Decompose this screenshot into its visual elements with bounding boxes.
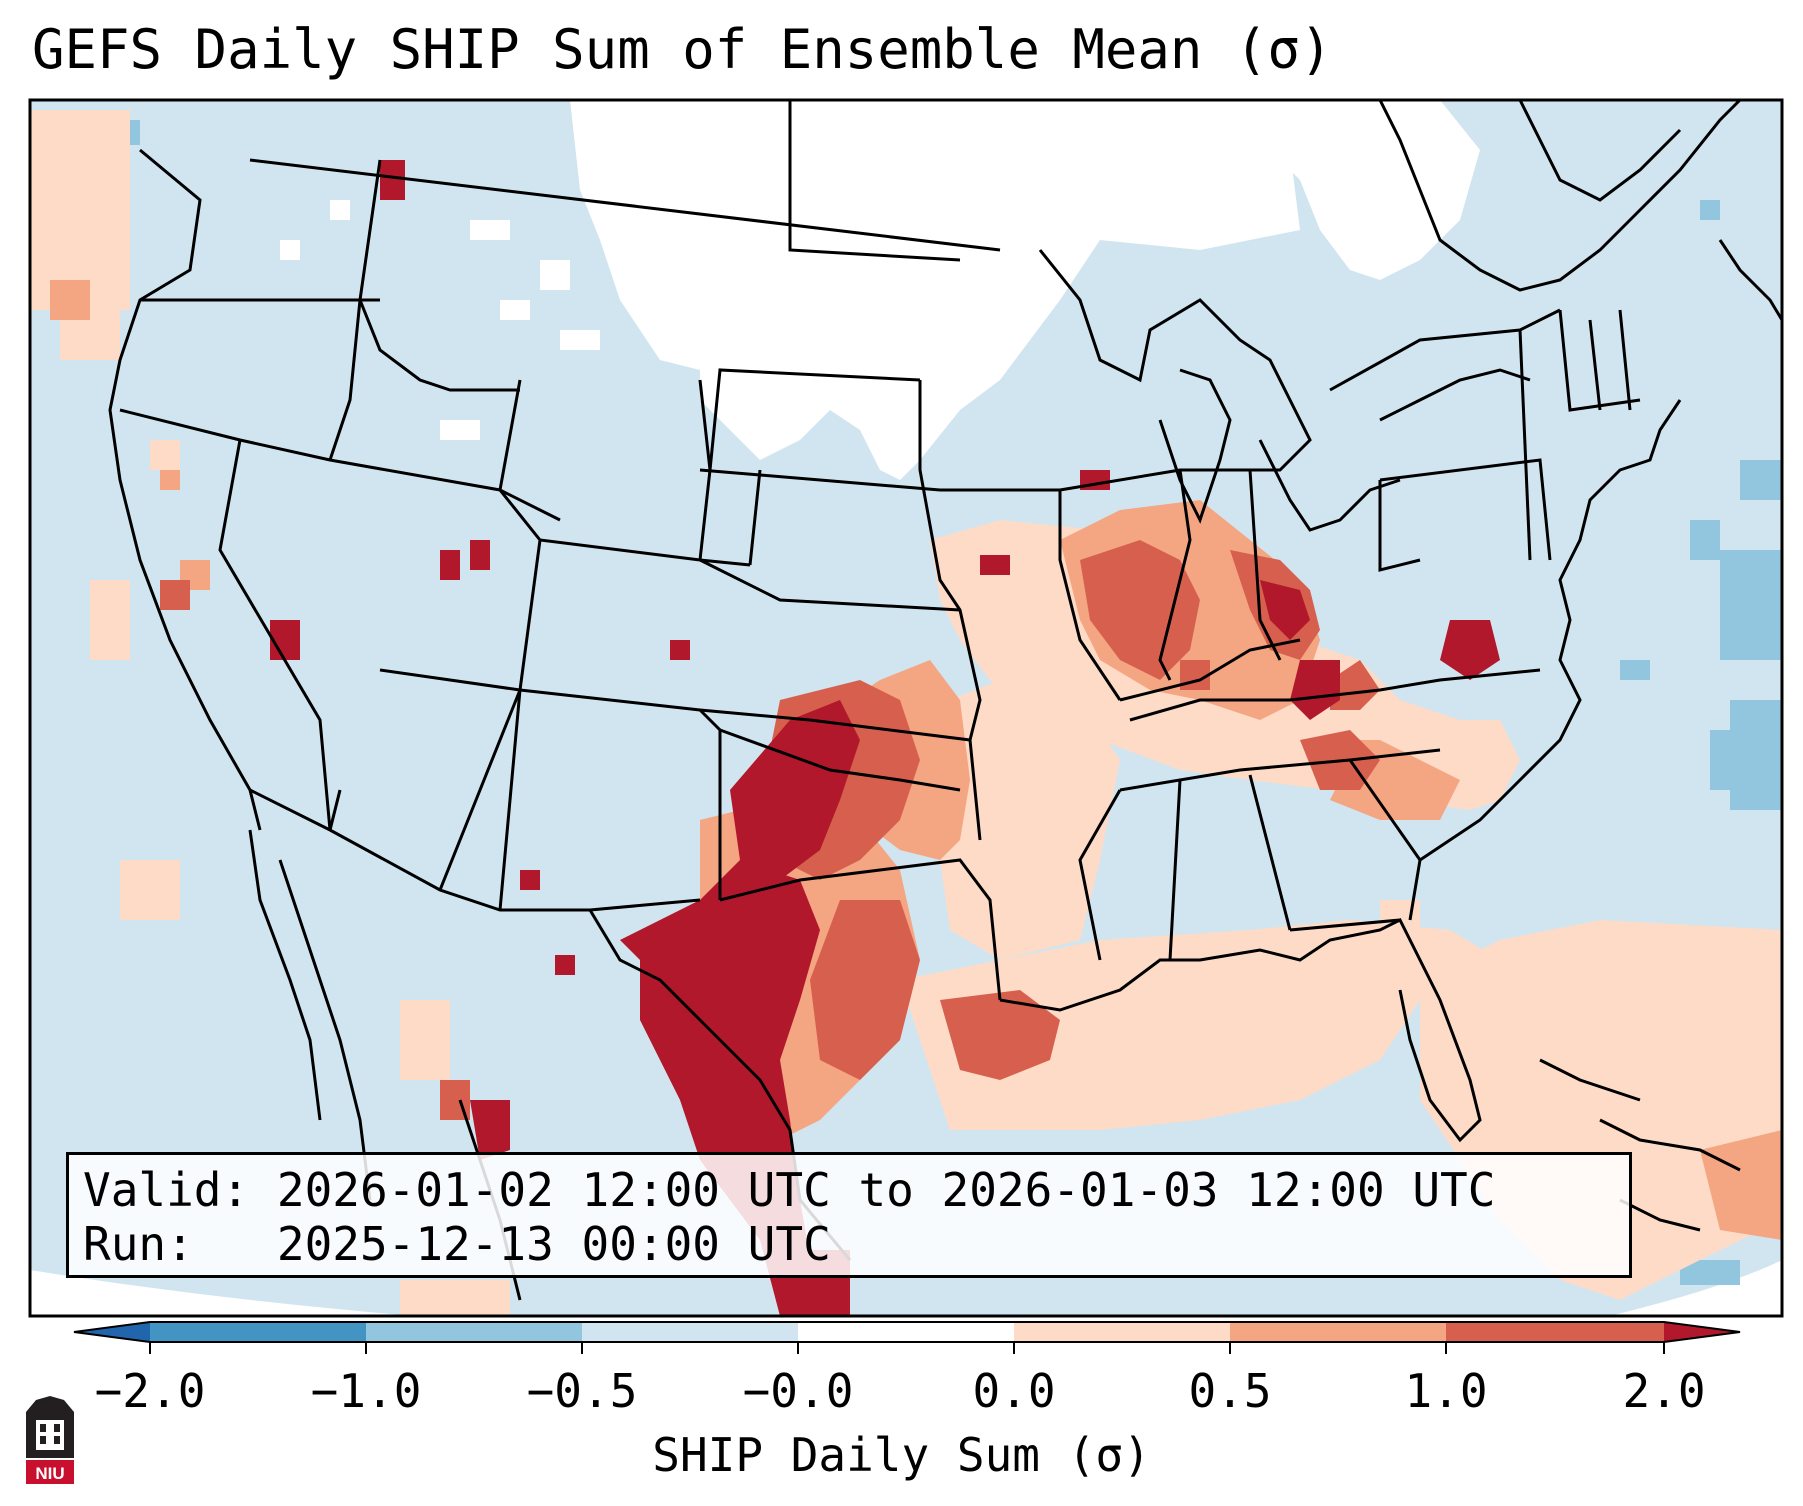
niu-logo-text: NIU — [35, 1464, 64, 1483]
colorbar-label: SHIP Daily Sum (σ) — [652, 1428, 1151, 1482]
colorbar-bin — [1014, 1322, 1230, 1342]
valid-label: Valid: — [83, 1163, 250, 1217]
run-label: Run: — [83, 1217, 194, 1271]
colorbar-tick-label: 0.0 — [972, 1364, 1056, 1418]
colorbar-tick-label: −2.0 — [94, 1364, 206, 1418]
negative-anomaly-patches — [110, 120, 1782, 1285]
run-line: Run: 2025-12-13 00:00 UTC — [83, 1217, 1615, 1271]
state-boundaries — [108, 100, 1641, 1261]
valid-value: 2026-01-02 12:00 UTC to 2026-01-03 12:00… — [276, 1163, 1496, 1217]
map-frame — [28, 98, 1784, 1318]
info-box: Valid: 2026-01-02 12:00 UTC to 2026-01-0… — [66, 1152, 1632, 1278]
colorbar-bin — [1446, 1322, 1664, 1342]
figure-title: GEFS Daily SHIP Sum of Ensemble Mean (σ) — [32, 18, 1333, 81]
colorbar-bin — [798, 1322, 1014, 1342]
near-zero-region — [280, 100, 1480, 480]
colorbar — [73, 1321, 1741, 1354]
colorbar-extend-low — [74, 1322, 150, 1342]
colorbar-bin — [1230, 1322, 1446, 1342]
colorbar-extend-high — [1664, 1322, 1740, 1342]
coastlines — [248, 100, 1782, 1301]
colorbar-tick-label: −0.5 — [526, 1364, 638, 1418]
run-value: 2025-12-13 00:00 UTC — [276, 1217, 831, 1271]
niu-logo-icon: NIU — [26, 1396, 74, 1484]
colorbar-bin — [582, 1322, 798, 1342]
colorbar-bin — [150, 1322, 366, 1342]
valid-line: Valid: 2026-01-02 12:00 UTC to 2026-01-0… — [83, 1163, 1615, 1217]
colorbar-tick-label: 1.0 — [1404, 1364, 1488, 1418]
colorbar-tick-label: 0.5 — [1188, 1364, 1272, 1418]
colorbar-tick-label: 2.0 — [1622, 1364, 1706, 1418]
colorbar-tick-label: −0.0 — [742, 1364, 854, 1418]
colorbar-bin — [366, 1322, 582, 1342]
colorbar-tick-label: −1.0 — [310, 1364, 422, 1418]
